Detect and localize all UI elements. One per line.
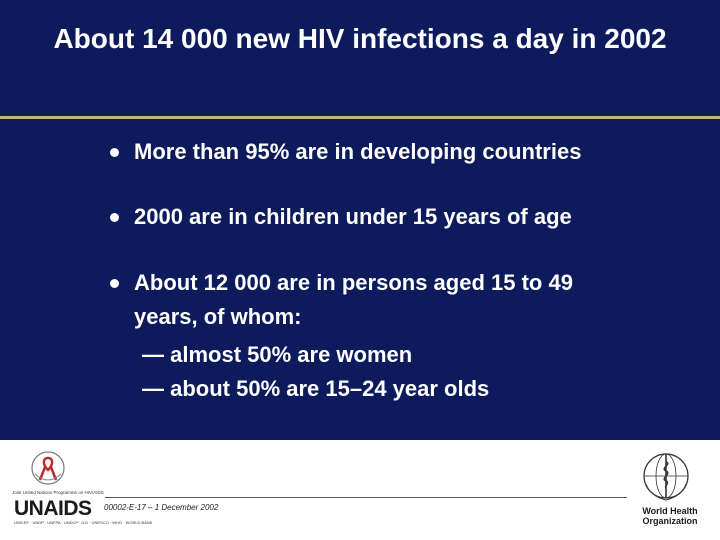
bullet-dot — [110, 213, 119, 222]
unaids-tagline: Joint United Nations Programme on HIV/AI… — [12, 490, 104, 495]
unaids-emblem-icon — [31, 451, 65, 485]
who-emblem-icon — [643, 453, 689, 501]
unaids-partners: UNICEF · UNDP · UNFPA · UNDCP · ILO · UN… — [14, 520, 153, 525]
bullet-dot — [110, 148, 119, 157]
bullet-dot — [110, 279, 119, 288]
bullet-2: 2000 are in children under 15 years of a… — [134, 204, 572, 229]
slide-title: About 14 000 new HIV infections a day in… — [53, 23, 667, 54]
slide-panel: About 14 000 new HIV infections a day in… — [0, 0, 720, 440]
title-divider — [0, 116, 720, 119]
sub-bullet-1: — almost 50% are women — [142, 342, 413, 367]
sub-bullet-2: — about 50% are 15–24 year olds — [142, 376, 490, 401]
bullet-3: About 12 000 are in persons aged 15 to 4… — [134, 270, 573, 295]
who-name: World Health Organization — [642, 506, 698, 526]
unaids-logo-text: UNAIDS — [14, 497, 92, 520]
footer-code: 00002-E-17 – 1 December 2002 — [104, 503, 219, 512]
bullet-3-continued: years, of whom: — [134, 304, 302, 329]
footer-divider — [105, 497, 627, 498]
bullet-1: More than 95% are in developing countrie… — [134, 139, 582, 164]
